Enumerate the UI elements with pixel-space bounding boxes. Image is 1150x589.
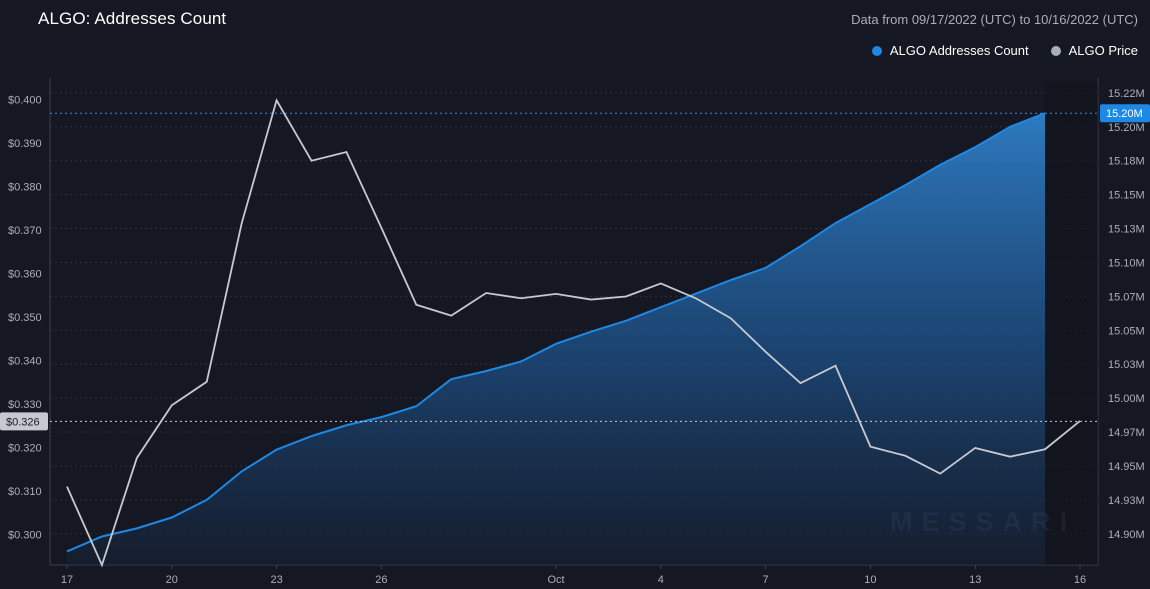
- addresses-area: [67, 113, 1046, 566]
- date-range-text: Data from 09/17/2022 (UTC) to 10/16/2022…: [851, 12, 1138, 27]
- right-axis-tick: 15.20M: [1108, 122, 1145, 134]
- legend-label-addresses: ALGO Addresses Count: [889, 43, 1029, 58]
- left-axis-tick: $0.380: [8, 181, 42, 193]
- right-axis-tick: 15.03M: [1108, 359, 1145, 371]
- right-axis-tick: 15.13M: [1108, 224, 1145, 236]
- right-axis-tick: 15.05M: [1108, 325, 1145, 337]
- future-band: [1045, 82, 1098, 565]
- right-axis-tick: 14.93M: [1108, 495, 1145, 507]
- x-axis-tick: 10: [864, 574, 876, 586]
- x-axis-tick: Oct: [547, 574, 564, 586]
- left-axis-tick: $0.390: [8, 138, 42, 150]
- left-axis-tick: $0.340: [8, 355, 42, 367]
- left-axis-tick: $0.330: [8, 399, 42, 411]
- left-axis-tick: $0.310: [8, 486, 42, 498]
- crosshair-left-badge: [0, 412, 48, 431]
- x-axis-tick: 13: [969, 574, 981, 586]
- x-axis-tick: 26: [375, 574, 387, 586]
- legend-dot-price: [1050, 45, 1061, 56]
- right-axis-tick: 15.15M: [1108, 190, 1145, 202]
- legend: ALGO Addresses Count ALGO Price: [871, 43, 1138, 58]
- crosshair-right-badge: [1100, 104, 1150, 123]
- right-axis-tick: 15.07M: [1108, 291, 1145, 303]
- chart-title: ALGO: Addresses Count: [38, 9, 227, 28]
- crosshair-right-label: 15.20M: [1106, 108, 1143, 120]
- left-axis-tick: $0.360: [8, 268, 42, 280]
- right-axis-tick: 14.90M: [1108, 529, 1145, 541]
- x-axis-tick: 17: [61, 574, 73, 586]
- left-axis-tick: $0.400: [8, 94, 42, 106]
- right-axis-tick: 14.97M: [1108, 427, 1145, 439]
- crosshair-left-label: $0.326: [6, 416, 40, 428]
- legend-item-addresses[interactable]: ALGO Addresses Count: [871, 43, 1029, 58]
- left-axis-tick: $0.370: [8, 225, 42, 237]
- x-axis-tick: 16: [1074, 574, 1086, 586]
- x-axis-tick: 23: [270, 574, 282, 586]
- right-axis-tick: 15.18M: [1108, 156, 1145, 168]
- legend-label-price: ALGO Price: [1068, 43, 1138, 58]
- x-axis-tick: 7: [763, 574, 769, 586]
- left-axis-tick: $0.320: [8, 443, 42, 455]
- x-axis-tick: 20: [166, 574, 178, 586]
- right-axis-tick: 15.22M: [1108, 88, 1145, 100]
- legend-dot-addresses: [871, 45, 882, 56]
- price-line: [66, 97, 1081, 568]
- legend-item-price[interactable]: ALGO Price: [1050, 43, 1138, 58]
- x-axis-tick: 4: [658, 574, 664, 586]
- right-axis-tick: 14.95M: [1108, 461, 1145, 473]
- left-axis-tick: $0.350: [8, 312, 42, 324]
- right-axis-tick: 15.10M: [1108, 257, 1145, 269]
- right-axis-tick: 15.00M: [1108, 393, 1145, 405]
- left-axis-tick: $0.300: [8, 530, 42, 542]
